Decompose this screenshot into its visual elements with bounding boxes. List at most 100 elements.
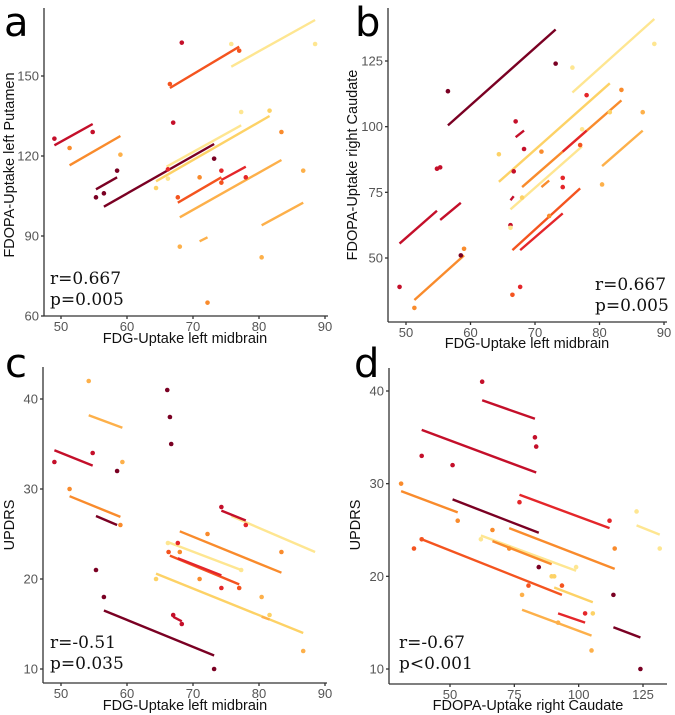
fit-line bbox=[571, 18, 656, 94]
data-point bbox=[238, 109, 244, 115]
fit-line bbox=[220, 165, 247, 182]
fit-line bbox=[95, 176, 118, 191]
data-point bbox=[555, 620, 561, 625]
y-axis-title: FDOPA-Uptake right Caudate bbox=[345, 70, 361, 261]
x-tick-label: 60 bbox=[120, 319, 134, 334]
data-point bbox=[120, 459, 125, 465]
fit-line bbox=[103, 142, 215, 208]
fit-line bbox=[636, 524, 661, 536]
data-point bbox=[437, 165, 443, 170]
stat-r: r=0.667 bbox=[595, 275, 666, 295]
y-axis-title: UPDRS bbox=[348, 500, 364, 551]
fit-line bbox=[481, 399, 536, 420]
data-point bbox=[52, 459, 57, 465]
data-point bbox=[153, 185, 159, 191]
fit-line bbox=[511, 187, 581, 252]
fit-line bbox=[561, 129, 588, 153]
data-point bbox=[165, 167, 171, 172]
y-tick-label: 60 bbox=[25, 309, 39, 324]
data-point bbox=[455, 518, 461, 524]
data-point bbox=[579, 126, 585, 132]
data-point bbox=[219, 585, 224, 591]
y-tick-label: 40 bbox=[24, 392, 38, 407]
fit-line bbox=[177, 176, 222, 204]
data-point bbox=[517, 499, 522, 505]
data-point bbox=[657, 546, 663, 551]
x-tick-label: 90 bbox=[318, 319, 332, 334]
data-point bbox=[536, 564, 542, 570]
data-point bbox=[219, 180, 224, 185]
data-point bbox=[521, 146, 527, 152]
data-point bbox=[175, 540, 181, 546]
y-tick-label: 30 bbox=[370, 476, 384, 491]
data-point bbox=[197, 175, 202, 180]
data-point bbox=[165, 540, 171, 546]
data-point bbox=[546, 213, 552, 219]
data-point bbox=[412, 305, 417, 311]
data-point bbox=[153, 576, 159, 582]
x-tick-label: 50 bbox=[54, 686, 68, 701]
data-point bbox=[177, 244, 183, 249]
data-point bbox=[93, 195, 99, 200]
data-point bbox=[519, 592, 525, 598]
fit-line bbox=[220, 509, 247, 522]
fit-line bbox=[167, 540, 242, 572]
y-tick-label: 150 bbox=[17, 69, 39, 84]
data-point bbox=[170, 120, 176, 125]
data-point bbox=[243, 175, 249, 180]
x-tick-label: 80 bbox=[252, 686, 266, 701]
fit-line bbox=[155, 114, 271, 183]
data-point bbox=[279, 549, 284, 555]
data-point bbox=[267, 108, 272, 113]
data-point bbox=[259, 255, 264, 260]
data-point bbox=[607, 518, 612, 524]
data-point bbox=[312, 41, 318, 47]
data-point bbox=[590, 611, 596, 616]
data-point bbox=[67, 486, 72, 492]
data-point bbox=[539, 149, 544, 154]
x-tick-label: 50 bbox=[54, 319, 68, 334]
data-point bbox=[236, 48, 242, 53]
data-point bbox=[479, 379, 485, 385]
data-point bbox=[607, 109, 613, 115]
data-point bbox=[599, 182, 605, 187]
data-point bbox=[461, 246, 467, 252]
panel-letter: d bbox=[354, 341, 379, 387]
data-point bbox=[300, 168, 306, 173]
data-point bbox=[279, 129, 284, 135]
y-tick-label: 20 bbox=[370, 569, 384, 584]
data-point bbox=[490, 527, 495, 533]
data-point bbox=[619, 87, 624, 93]
data-point bbox=[582, 611, 588, 616]
data-point bbox=[238, 567, 244, 573]
fit-line bbox=[95, 514, 118, 527]
fit-line bbox=[261, 615, 270, 621]
fit-line bbox=[261, 201, 304, 227]
data-point bbox=[411, 546, 417, 551]
data-point bbox=[300, 648, 306, 654]
y-tick-label: 30 bbox=[24, 482, 38, 497]
data-point bbox=[496, 151, 502, 157]
y-tick-label: 40 bbox=[370, 384, 384, 399]
data-point bbox=[167, 81, 173, 87]
data-point bbox=[532, 435, 538, 440]
x-axis-title: FDG-Uptake left midbrain bbox=[103, 698, 267, 714]
x-tick-label: 90 bbox=[318, 686, 332, 701]
data-point bbox=[259, 594, 264, 600]
fit-line bbox=[413, 254, 465, 301]
fit-line bbox=[155, 572, 304, 635]
stat-r: r=-0.67 bbox=[399, 633, 465, 653]
data-point bbox=[652, 41, 657, 47]
data-point bbox=[419, 536, 424, 542]
data-point bbox=[164, 387, 170, 393]
x-tick-label: 80 bbox=[252, 319, 266, 334]
y-tick-label: 75 bbox=[369, 185, 383, 200]
data-point bbox=[211, 156, 217, 161]
fit-line bbox=[400, 489, 459, 514]
data-point bbox=[101, 191, 107, 196]
data-point bbox=[445, 88, 451, 94]
stat-p: p=0.005 bbox=[50, 290, 124, 310]
x-tick-label: 100 bbox=[568, 687, 590, 702]
data-point bbox=[513, 119, 518, 124]
data-point bbox=[114, 468, 120, 474]
